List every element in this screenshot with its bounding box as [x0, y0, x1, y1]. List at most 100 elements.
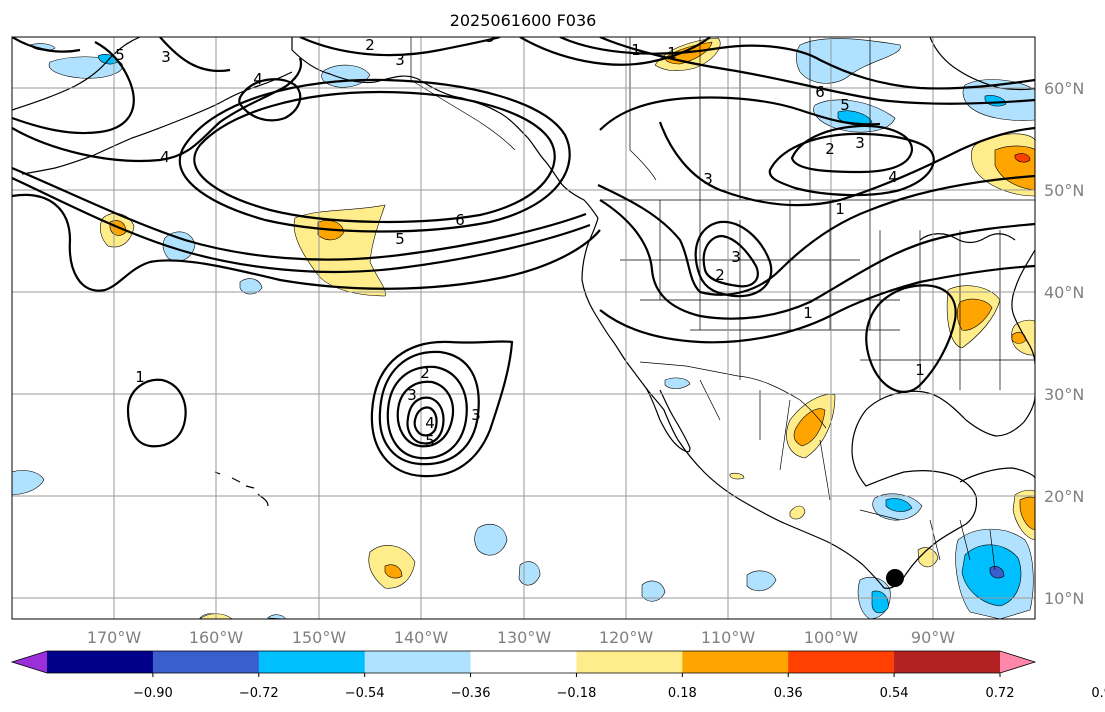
- colorbar-tick-label: −0.36: [451, 686, 491, 701]
- contour-label: 6: [455, 211, 465, 229]
- contour-line: [694, 220, 773, 298]
- contour-label: 2: [420, 364, 430, 382]
- positive-anomaly-core: [793, 408, 826, 447]
- alaska-coastline: [291, 37, 599, 219]
- gulf-of-mexico-coast: [851, 390, 1035, 589]
- positive-anomaly-core: [1019, 496, 1035, 531]
- contour-line: [386, 365, 468, 460]
- mexico-state-borders: [699, 379, 901, 521]
- colorbar-bin: [364, 651, 472, 673]
- colorbar-bin: [788, 651, 895, 673]
- lat-label: 30°N: [1044, 385, 1084, 404]
- lat-label: 40°N: [1044, 283, 1084, 302]
- contour-line: [790, 124, 914, 174]
- negative-anomaly-patch: [795, 38, 901, 84]
- contour-line: [519, 37, 711, 66]
- contour-line: [12, 166, 587, 261]
- negative-anomaly-core: [885, 498, 913, 512]
- contour-label: 1: [835, 200, 845, 218]
- negative-anomaly-patch: [12, 470, 45, 496]
- contour-line: [370, 340, 514, 478]
- lat-label: 20°N: [1044, 487, 1084, 506]
- us-mexico-border: [639, 361, 827, 429]
- colorbar-bin: [47, 651, 154, 673]
- lon-label: 90°W: [911, 628, 955, 647]
- contour-line: [159, 37, 231, 73]
- longitude-labels: 170°W 160°W 150°W 140°W 130°W 120°W 110°…: [87, 628, 955, 647]
- contour-label: 3: [731, 248, 741, 266]
- aleutian-islands: [21, 71, 293, 175]
- lat-label: 60°N: [1044, 79, 1084, 98]
- cuba-coastline: [959, 467, 1035, 483]
- contour-label: 2: [365, 36, 375, 54]
- contour-label: 4: [160, 148, 170, 166]
- hawaii-islands: [214, 471, 269, 507]
- contour-label: 5: [485, 28, 495, 46]
- colorbar-tick-label: −0.72: [239, 686, 279, 701]
- contour-line: [658, 121, 1035, 207]
- contour-line: [406, 396, 445, 445]
- contour-line: [597, 174, 1035, 296]
- negative-anomaly-patch: [641, 580, 666, 602]
- positive-anomaly-core: [956, 298, 993, 331]
- lon-label: 150°W: [292, 628, 347, 647]
- contour-line: [378, 350, 480, 466]
- east-coast: [1011, 249, 1035, 365]
- contour-label: 3: [703, 170, 713, 188]
- contour-line: [12, 37, 81, 53]
- contour-label: 4: [253, 70, 263, 88]
- lat-label: 10°N: [1044, 589, 1084, 608]
- contour-line: [126, 378, 187, 448]
- contour-line: [12, 193, 601, 292]
- contour-label: 3: [855, 134, 865, 152]
- siberia-coastline: [12, 37, 141, 111]
- contour-label: 1: [667, 44, 677, 62]
- contour-line: [12, 177, 591, 274]
- contour-label: 1: [631, 41, 641, 59]
- canada-province-borders: [629, 37, 871, 200]
- lat-label: 50°N: [1044, 181, 1084, 200]
- contour-ring-north-pacific: [193, 90, 556, 224]
- lon-label: 160°W: [189, 628, 244, 647]
- contour-label: 4: [425, 414, 435, 432]
- colorbar-bin: [470, 651, 577, 673]
- negative-anomaly-core: [871, 590, 889, 614]
- colorbar-bin: [576, 651, 683, 673]
- contour-label: 3: [407, 386, 417, 404]
- contour-ring-north-pacific: [178, 78, 571, 233]
- graticule: [12, 37, 1035, 619]
- colorbar-ticks: −0.90 −0.72 −0.54 −0.36 −0.18 0.18 0.36 0.54 0.7…: [133, 673, 1105, 701]
- colorbar-bin: [894, 651, 1001, 673]
- latitude-labels: 60°N 50°N 40°N 30°N 20°N 10°N: [1044, 79, 1084, 608]
- alaska-canada-border: [410, 37, 516, 151]
- coastlines: [12, 37, 1035, 589]
- positive-anomaly-patch: [729, 472, 745, 480]
- north-america-west-coast: [581, 217, 885, 589]
- positive-anomaly-patch: [789, 505, 806, 520]
- negative-anomaly-core: [989, 566, 1005, 579]
- negative-anomaly-core: [961, 544, 1022, 607]
- contour-line: [396, 380, 455, 448]
- colorbar-tick-label: −0.18: [557, 686, 597, 701]
- contour-line: [599, 199, 1035, 320]
- colorbar-tick-label: 0.36: [774, 686, 803, 701]
- colorbar-tick-label: 0.54: [880, 686, 909, 701]
- contour-label: 1: [915, 361, 925, 379]
- contour-label: 5: [425, 432, 435, 450]
- contour-line: [12, 41, 135, 135]
- colorbar-tick-label: 0.18: [668, 686, 697, 701]
- colorbar-bin: [682, 651, 789, 673]
- contour-label: 5: [395, 230, 405, 248]
- positive-anomaly-core: [384, 564, 403, 579]
- negative-anomaly-patch: [162, 231, 196, 262]
- contour-label: 5: [115, 46, 125, 64]
- lon-label: 140°W: [394, 628, 449, 647]
- colorbar-bin: [258, 651, 366, 673]
- lon-label: 120°W: [599, 628, 654, 647]
- contour-line: [702, 234, 759, 288]
- contour-label: 1: [803, 304, 813, 322]
- baja-california: [645, 387, 691, 453]
- anomaly-shading: [12, 37, 1035, 619]
- contour-label: 1: [135, 368, 145, 386]
